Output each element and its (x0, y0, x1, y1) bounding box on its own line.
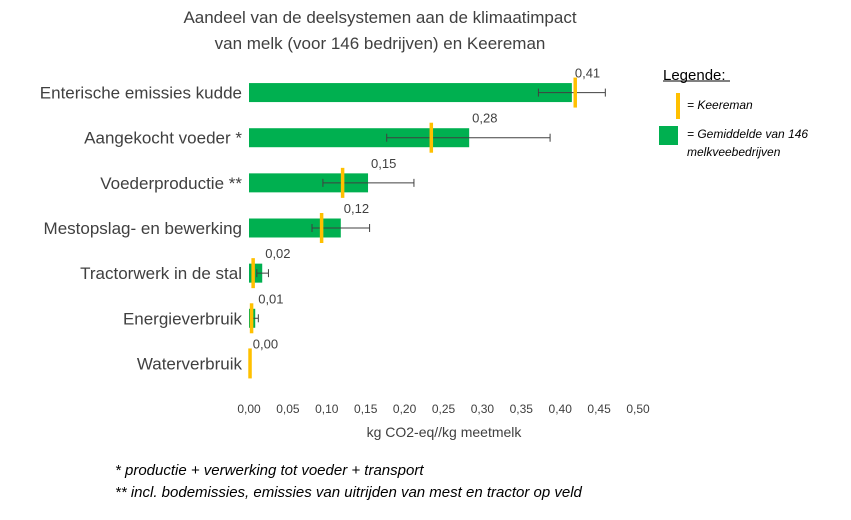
x-tick-label: 0,00 (237, 402, 261, 416)
category-label: Enterische emissies kudde (40, 84, 242, 103)
marker-keereman (249, 303, 254, 334)
legend-title: Legende: (663, 67, 726, 84)
legend-average-label-line-2: melkveebedrijven (687, 145, 781, 159)
x-tick-label: 0,25 (432, 402, 456, 416)
marker-keereman (248, 348, 252, 379)
x-tick-label: 0,10 (315, 402, 339, 416)
category-label: Energieverbruik (123, 309, 243, 328)
data-label: 0,15 (371, 156, 396, 171)
bars-group: Enterische emissies kudde 0,41 Aangekocht … (40, 66, 606, 379)
data-label: 0,00 (253, 336, 278, 351)
legend-average-marker (659, 126, 678, 145)
marker-keereman (340, 167, 345, 198)
footnote-1: * productie + verwerking tot voeder + tr… (115, 462, 424, 479)
category-label: Voederproductie ** (100, 174, 242, 193)
category-label: Waterverbruik (137, 354, 243, 373)
x-tick-label: 0,15 (354, 402, 378, 416)
x-tick-label: 0,45 (587, 402, 611, 416)
bar-average (249, 83, 572, 103)
x-axis: 0,00 0,05 0,10 0,15 0,20 0,25 0,30 0,35 0,40 0,45… (237, 402, 650, 416)
marker-keereman (573, 77, 577, 108)
category-label: Tractorwerk in de stal (80, 264, 242, 283)
data-label: 0,41 (575, 66, 600, 81)
marker-keereman (251, 258, 255, 289)
bar-average (249, 128, 470, 148)
x-tick-label: 0,20 (393, 402, 417, 416)
category-label: Aangekocht voeder * (84, 129, 242, 148)
x-tick-label: 0,05 (276, 402, 300, 416)
legend-average-label-line-1: = Gemiddelde van 146 (687, 127, 808, 141)
marker-keereman (319, 213, 324, 243)
x-axis-label: kg CO2-eq//kg meetmelk (367, 424, 523, 440)
legend: Legende: = Keereman = Gemiddelde van 146… (659, 67, 808, 159)
legend-keereman-marker (676, 93, 680, 119)
data-label: 0,02 (265, 246, 290, 261)
x-tick-label: 0,40 (549, 402, 573, 416)
bar-average (249, 218, 341, 238)
category-label: Mestopslag- en bewerking (44, 219, 242, 238)
x-tick-label: 0,30 (471, 402, 495, 416)
footnote-2: ** incl. bodemissies, emissies van uitri… (115, 484, 582, 501)
bar-average (249, 173, 369, 193)
x-tick-label: 0,35 (510, 402, 534, 416)
x-tick-label: 0,50 (626, 402, 650, 416)
chart-title-line-2: van melk (voor 146 bedrijven) en Keerema… (215, 34, 546, 53)
marker-keereman (429, 122, 434, 153)
legend-keereman-label: = Keereman (687, 98, 753, 112)
chart-title-line-1: Aandeel van de deelsystemen aan de klima… (183, 8, 576, 27)
data-label: 0,01 (258, 291, 283, 306)
data-label: 0,28 (472, 111, 497, 126)
data-label: 0,12 (344, 201, 369, 216)
